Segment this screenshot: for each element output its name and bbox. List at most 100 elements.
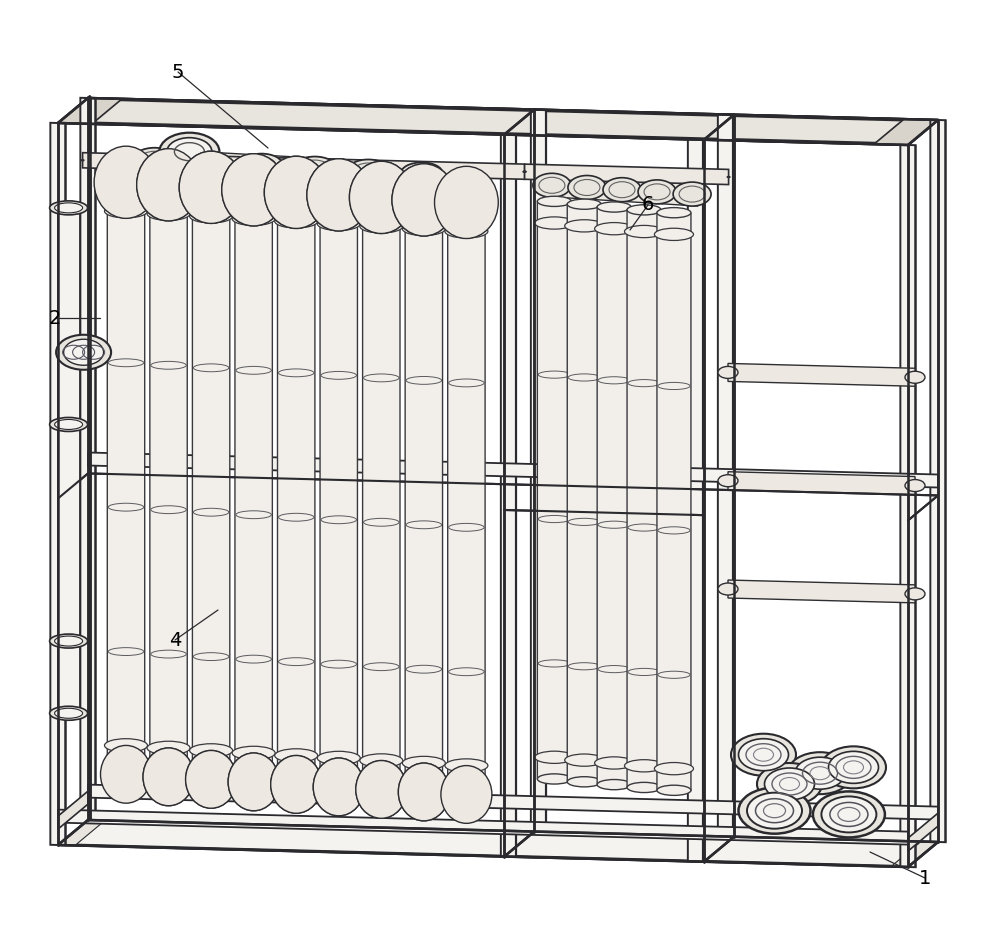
Ellipse shape	[363, 199, 400, 210]
Polygon shape	[253, 154, 323, 177]
Polygon shape	[525, 164, 729, 185]
Ellipse shape	[356, 760, 407, 819]
Ellipse shape	[537, 196, 571, 206]
Ellipse shape	[317, 217, 360, 231]
Ellipse shape	[347, 159, 389, 182]
Text: 2: 2	[49, 308, 61, 328]
Ellipse shape	[788, 753, 852, 794]
Polygon shape	[211, 180, 254, 197]
Ellipse shape	[435, 167, 498, 238]
Polygon shape	[728, 472, 915, 495]
Ellipse shape	[150, 187, 187, 198]
Ellipse shape	[190, 744, 233, 757]
Ellipse shape	[747, 792, 802, 829]
Ellipse shape	[64, 339, 104, 365]
Ellipse shape	[565, 754, 604, 766]
Polygon shape	[657, 212, 691, 790]
Ellipse shape	[104, 204, 148, 218]
Ellipse shape	[567, 777, 601, 787]
Ellipse shape	[627, 204, 661, 215]
Text: 6: 6	[642, 196, 654, 215]
Ellipse shape	[821, 746, 886, 788]
Polygon shape	[146, 149, 216, 171]
Polygon shape	[58, 98, 122, 124]
Ellipse shape	[192, 189, 230, 200]
Ellipse shape	[50, 706, 88, 721]
Polygon shape	[501, 135, 516, 857]
Ellipse shape	[143, 748, 194, 805]
Ellipse shape	[107, 761, 145, 772]
Polygon shape	[88, 785, 938, 820]
Ellipse shape	[150, 764, 187, 775]
Ellipse shape	[657, 207, 691, 218]
Ellipse shape	[104, 739, 148, 752]
Ellipse shape	[228, 753, 279, 811]
Ellipse shape	[535, 751, 574, 763]
Ellipse shape	[360, 754, 403, 768]
Polygon shape	[150, 191, 187, 771]
Ellipse shape	[765, 768, 814, 800]
Ellipse shape	[363, 776, 400, 788]
Ellipse shape	[186, 751, 237, 808]
Ellipse shape	[349, 161, 413, 234]
Polygon shape	[930, 120, 946, 842]
Polygon shape	[567, 203, 601, 782]
Polygon shape	[331, 790, 389, 801]
Ellipse shape	[134, 148, 176, 170]
Ellipse shape	[738, 739, 788, 771]
Polygon shape	[728, 580, 915, 603]
Ellipse shape	[107, 184, 145, 195]
Ellipse shape	[275, 749, 318, 762]
Polygon shape	[546, 173, 593, 200]
Text: 4: 4	[169, 630, 181, 649]
Polygon shape	[627, 209, 661, 788]
Ellipse shape	[445, 759, 488, 772]
Ellipse shape	[567, 199, 601, 209]
Polygon shape	[651, 180, 698, 206]
Ellipse shape	[905, 371, 925, 383]
Polygon shape	[50, 122, 66, 845]
Ellipse shape	[718, 366, 738, 379]
Polygon shape	[86, 98, 938, 122]
Polygon shape	[363, 204, 400, 783]
Polygon shape	[169, 178, 211, 195]
Polygon shape	[58, 820, 938, 867]
Polygon shape	[531, 109, 546, 832]
Ellipse shape	[167, 138, 212, 166]
Ellipse shape	[401, 162, 443, 185]
Ellipse shape	[190, 209, 233, 223]
Polygon shape	[373, 792, 432, 804]
Ellipse shape	[535, 217, 574, 229]
Ellipse shape	[402, 756, 445, 770]
Polygon shape	[288, 788, 347, 798]
Ellipse shape	[278, 771, 315, 783]
Ellipse shape	[50, 417, 88, 431]
Ellipse shape	[228, 753, 279, 811]
Ellipse shape	[55, 419, 83, 430]
Polygon shape	[118, 777, 177, 788]
Ellipse shape	[349, 161, 413, 234]
Ellipse shape	[654, 228, 694, 240]
Ellipse shape	[405, 779, 443, 790]
Polygon shape	[900, 145, 916, 868]
Polygon shape	[381, 784, 424, 798]
Ellipse shape	[307, 159, 371, 231]
Ellipse shape	[731, 734, 796, 775]
Ellipse shape	[232, 212, 275, 225]
Polygon shape	[538, 464, 938, 488]
Polygon shape	[448, 209, 485, 788]
Ellipse shape	[137, 149, 200, 220]
Polygon shape	[728, 364, 915, 386]
Polygon shape	[424, 193, 466, 210]
Ellipse shape	[143, 748, 194, 805]
Ellipse shape	[738, 788, 810, 834]
Ellipse shape	[222, 154, 286, 226]
Ellipse shape	[235, 191, 272, 203]
Polygon shape	[381, 190, 424, 207]
Ellipse shape	[398, 763, 449, 820]
Ellipse shape	[565, 219, 604, 232]
Ellipse shape	[94, 146, 158, 219]
Polygon shape	[58, 791, 88, 829]
Ellipse shape	[627, 783, 661, 792]
Ellipse shape	[235, 769, 272, 780]
